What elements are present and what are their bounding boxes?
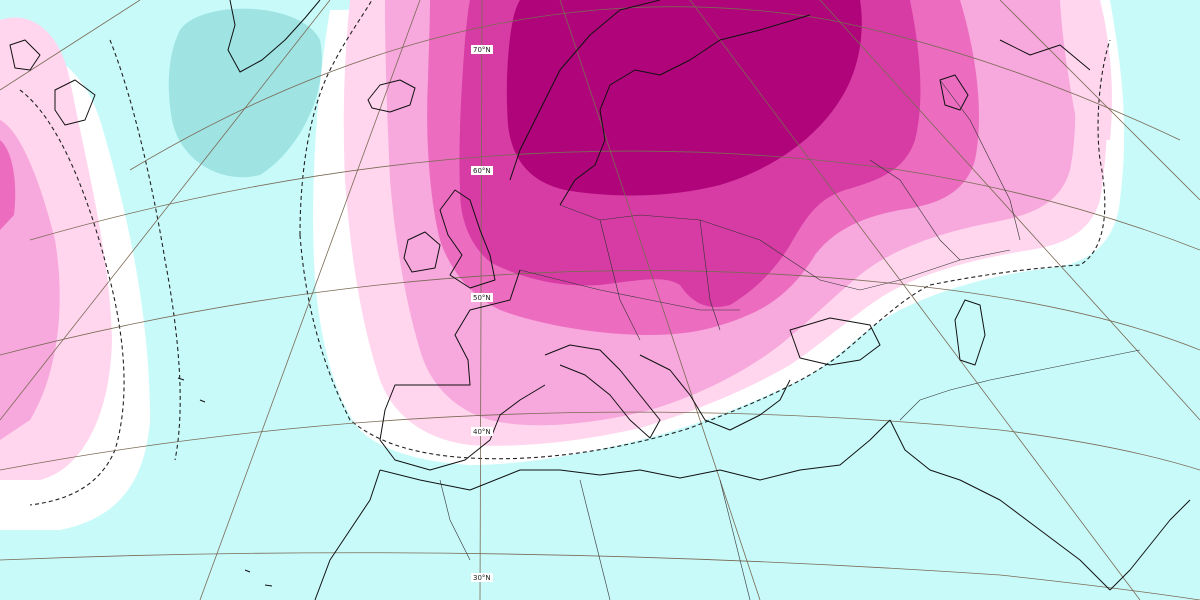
coastlines [9, 0, 1191, 600]
border-f [869, 159, 961, 261]
east-pink-lobe [1060, 0, 1112, 140]
meridian-4 [689, 0, 1141, 600]
coastline-west-africa [314, 469, 381, 600]
latitude-labels: 70°N 60°N 50°N 40°N 30°N [471, 45, 493, 582]
meridian-8 [999, 0, 1200, 201]
anomaly-shading [0, 0, 1125, 530]
coastline-caspian [954, 299, 986, 366]
border-h [899, 349, 1141, 421]
zero-contour-europe-south [299, 234, 931, 460]
lat-label-70: 70°N [471, 45, 493, 54]
border-c [599, 219, 641, 341]
coastline-britain [439, 189, 496, 289]
border-d [699, 219, 721, 331]
coastline-arctic-canada [9, 39, 96, 126]
lat-label-40-text: 40°N [473, 428, 491, 436]
meridian-1 [199, 0, 421, 600]
lat-label-60-text: 60°N [473, 167, 491, 175]
coastline-france-iberia [379, 269, 546, 471]
coastline-ireland [403, 231, 441, 273]
border-g [939, 79, 1021, 241]
border-a [559, 204, 761, 241]
coastline-iceland [367, 79, 416, 113]
zero-contour-europe [299, 0, 373, 236]
border-k [439, 479, 471, 561]
lat-label-30-text: 30°N [473, 574, 491, 582]
border-j [719, 479, 751, 600]
coastline-greenland [227, 0, 321, 73]
meridian-3 [559, 0, 761, 600]
zero-contour-east [929, 39, 1111, 286]
border-i [579, 479, 611, 600]
coastline-black-sea [789, 317, 881, 366]
meridian-5 [0, 0, 331, 421]
lat-label-60: 60°N [471, 166, 493, 175]
parallel-40n [0, 411, 1200, 471]
parallel-70n [129, 6, 1181, 171]
lat-label-30: 30°N [471, 573, 493, 582]
lat-label-40: 40°N [471, 427, 493, 436]
lat-label-70-text: 70°N [473, 46, 491, 54]
europe-magenta-core [506, 0, 862, 196]
coastline-italy [544, 344, 661, 439]
parallel-50n [0, 270, 1200, 356]
parallel-30n [0, 552, 1200, 600]
coastline-north-africa [379, 419, 891, 491]
coastline-azores [177, 377, 273, 587]
coastline-balkans [639, 354, 791, 431]
coastline-middle-east [889, 419, 1111, 591]
lat-label-50-text: 50°N [473, 294, 491, 302]
zero-contours [19, 0, 1111, 506]
coastline-russia-north [939, 39, 1091, 111]
border-b [519, 269, 740, 311]
coastline-gulf [1109, 499, 1191, 591]
teal-negative-area [168, 8, 322, 178]
west-atlantic-pink-core [0, 140, 16, 230]
meridian-6 [0, 0, 141, 91]
lat-label-50: 50°N [471, 293, 493, 302]
country-borders [439, 79, 1141, 600]
parallel-60n [29, 150, 1200, 251]
zero-contour-atlantic-east [109, 39, 181, 461]
meridian-7 [819, 0, 1200, 421]
coastline-scandinavia [509, 0, 811, 206]
